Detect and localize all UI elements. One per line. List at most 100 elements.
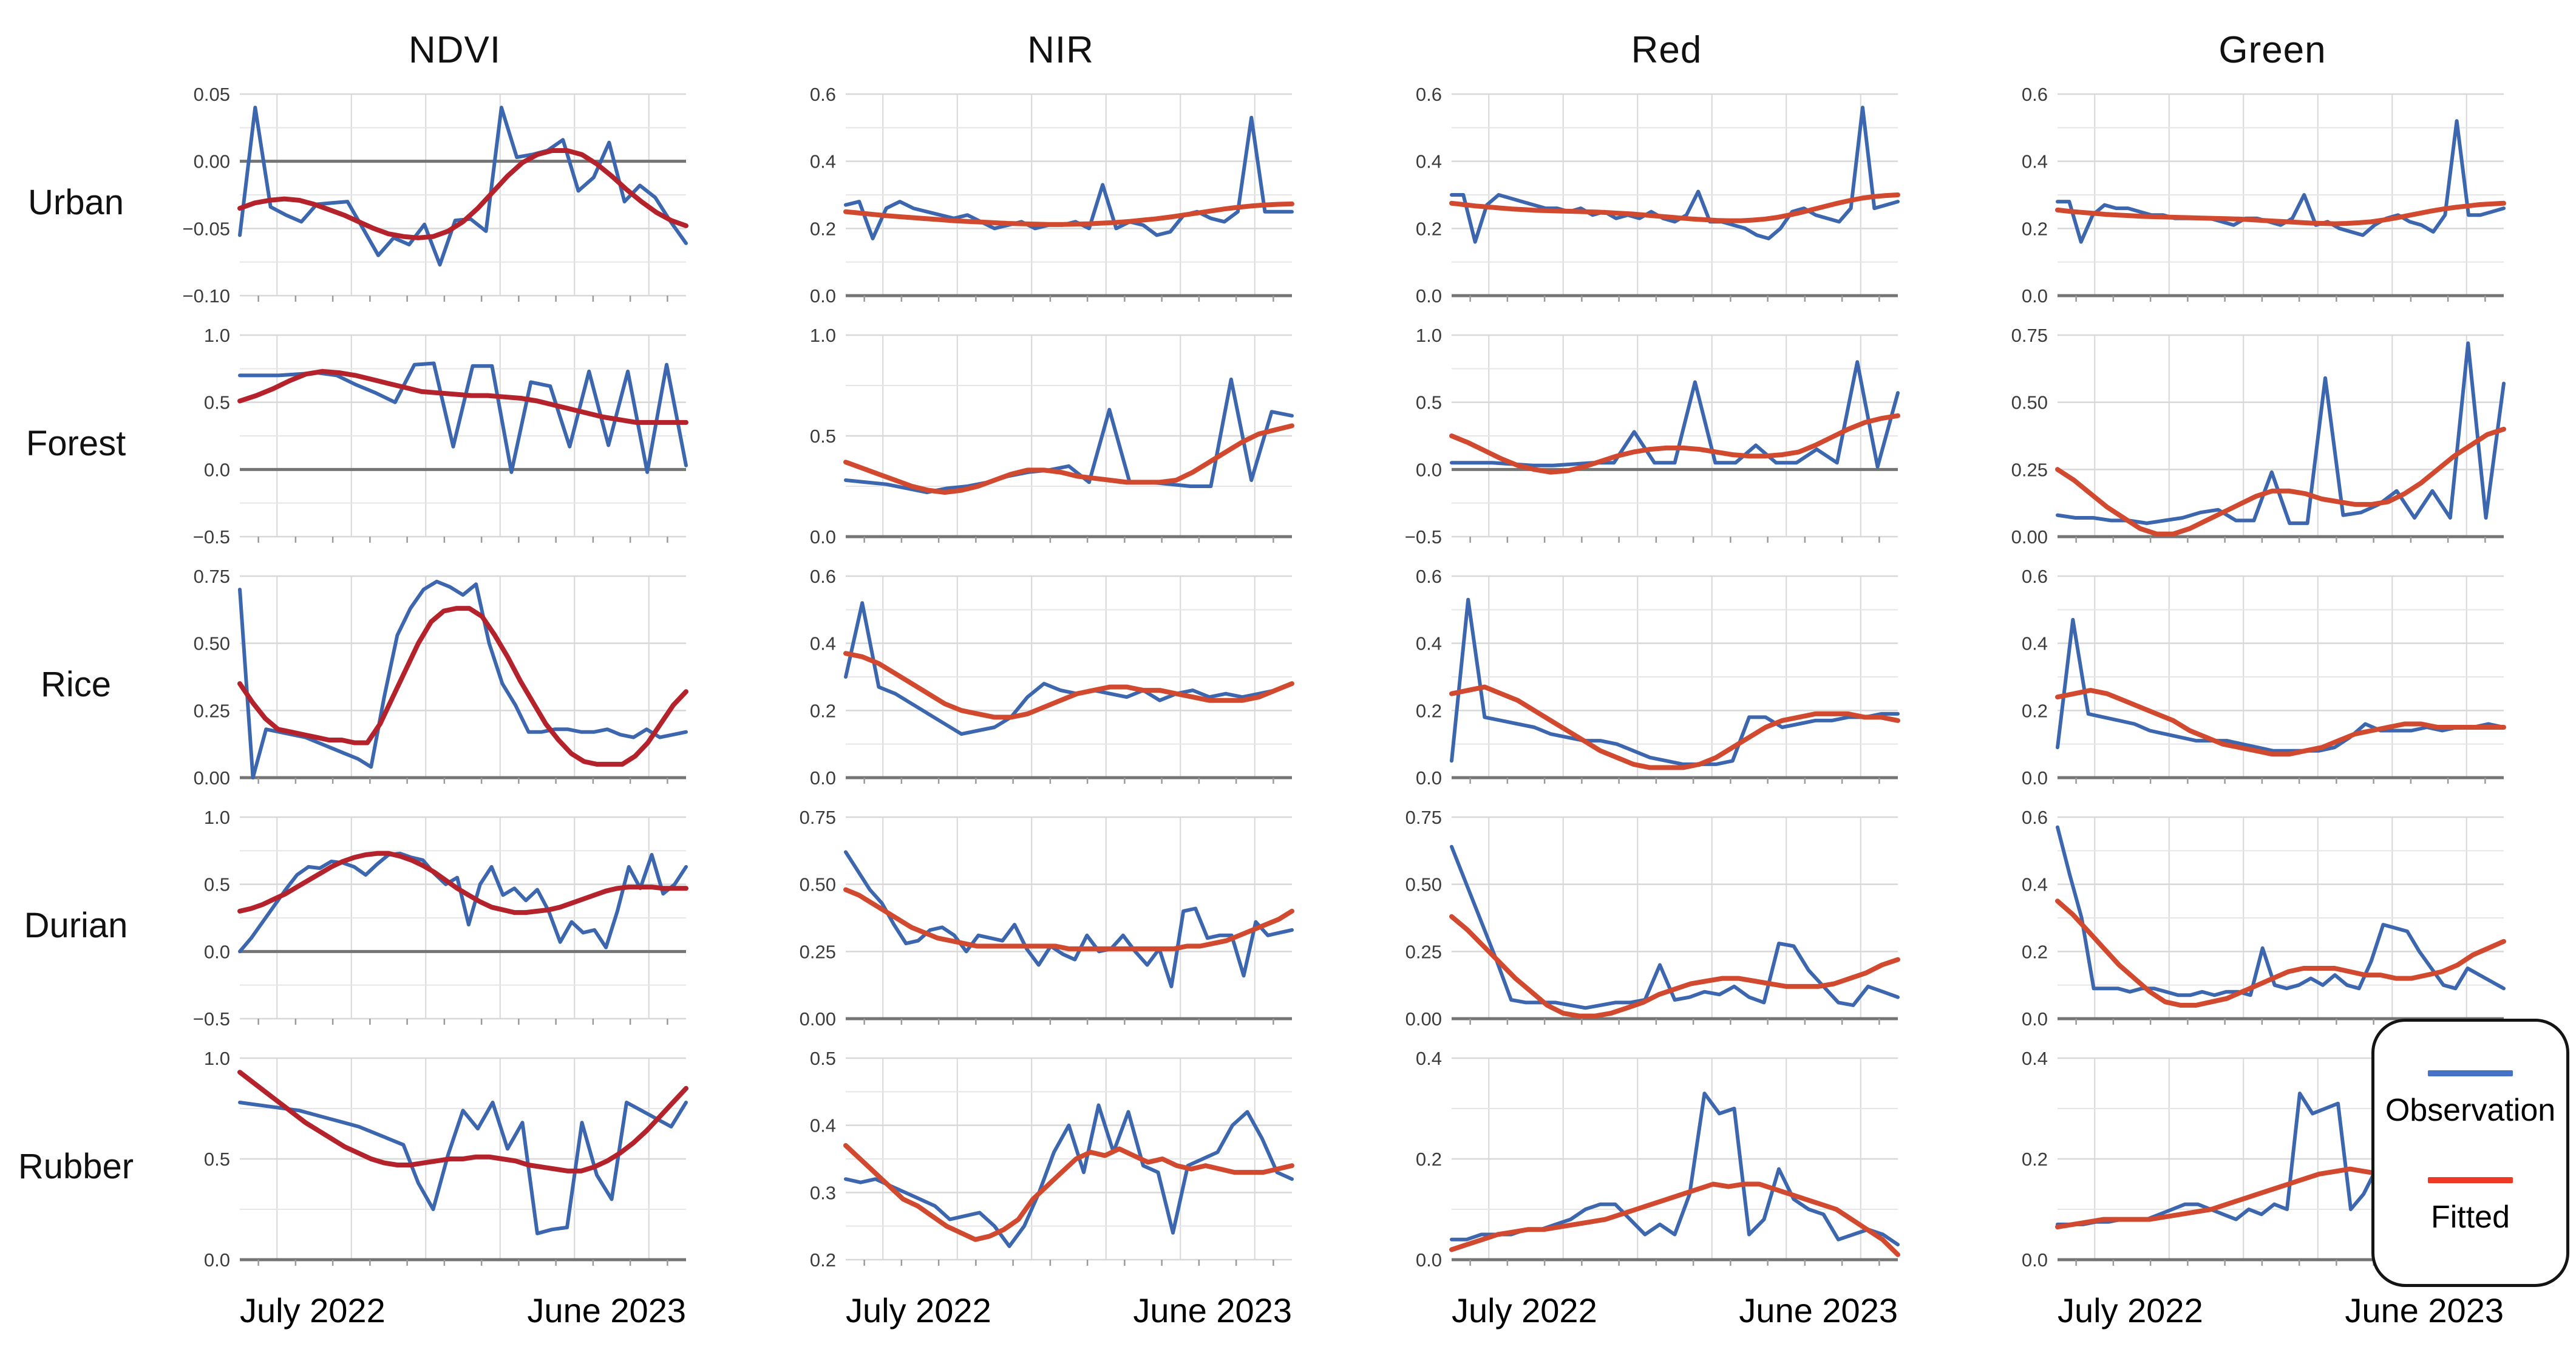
svg-text:0.5: 0.5 (204, 874, 230, 895)
svg-text:0.0: 0.0 (1416, 285, 1442, 307)
svg-text:0.2: 0.2 (2022, 941, 2048, 962)
svg-text:1.0: 1.0 (204, 325, 230, 346)
svg-text:0.2: 0.2 (2022, 700, 2048, 721)
column-title-ndvi: NDVI (408, 29, 501, 71)
svg-text:0.0: 0.0 (2022, 767, 2048, 789)
svg-text:0.25: 0.25 (1405, 941, 1442, 962)
chart-rubber-ndvi: 1.0 0.5 0.0 (152, 1046, 758, 1287)
svg-text:0.25: 0.25 (2011, 459, 2048, 480)
svg-text:1.0: 1.0 (204, 807, 230, 828)
svg-text:0.6: 0.6 (2022, 807, 2048, 828)
svg-text:0.4: 0.4 (2022, 1048, 2048, 1069)
svg-text:0.05: 0.05 (194, 84, 230, 105)
svg-text:0.5: 0.5 (204, 1149, 230, 1170)
chart-svg-durian-ndvi: 1.0 0.5 0.0 −0.5 (193, 807, 688, 1030)
row-label-rice: Rice (40, 665, 112, 704)
chart-svg-forest-red: 1.0 0.5 0.0 −0.5 (1405, 325, 1900, 548)
svg-text:0.0: 0.0 (204, 941, 230, 962)
chart-rice-red: 0.6 0.4 0.2 0.0 (1364, 564, 1969, 805)
chart-forest-red: 1.0 0.5 0.0 −0.5 (1364, 323, 1969, 564)
svg-text:0.2: 0.2 (1416, 700, 1442, 721)
charts-grid: NDVI NIR Red Green Urban Forest Rice Dur… (0, 18, 2575, 1355)
svg-text:0.50: 0.50 (194, 633, 230, 654)
svg-text:0.4: 0.4 (2022, 151, 2048, 172)
svg-text:0.2: 0.2 (810, 1249, 836, 1271)
x-axis-start-label: July 2022 (1452, 1291, 1597, 1330)
x-axis-start-label: July 2022 (2058, 1291, 2203, 1330)
svg-text:0.00: 0.00 (2011, 526, 2048, 548)
svg-text:0.5: 0.5 (204, 392, 230, 413)
svg-text:0.50: 0.50 (1405, 874, 1442, 895)
chart-svg-urban-green: 0.6 0.4 0.2 0.0 (2022, 84, 2506, 307)
chart-svg-forest-green: 0.75 0.50 0.25 0.00 (2011, 325, 2506, 548)
legend-fitted-line-swatch (2428, 1177, 2513, 1183)
chart-rice-green: 0.6 0.4 0.2 0.0 (1969, 564, 2575, 805)
svg-text:0.0: 0.0 (810, 526, 836, 548)
svg-text:0.2: 0.2 (810, 218, 836, 239)
svg-text:0.00: 0.00 (194, 151, 230, 172)
chart-svg-urban-nir: 0.6 0.4 0.2 0.0 (810, 84, 1294, 307)
svg-text:0.0: 0.0 (204, 1249, 230, 1271)
row-label-durian: Durian (24, 906, 128, 945)
chart-urban-ndvi: 0.05 0.00 −0.05 −0.10 (152, 82, 758, 323)
chart-svg-rubber-ndvi: 1.0 0.5 0.0 (204, 1048, 688, 1271)
x-axis-end-label: June 2023 (1739, 1291, 1898, 1330)
svg-text:0.50: 0.50 (2011, 392, 2048, 413)
svg-text:0.0: 0.0 (2022, 285, 2048, 307)
svg-text:0.6: 0.6 (1416, 566, 1442, 587)
svg-text:0.0: 0.0 (2022, 1008, 2048, 1030)
chart-svg-urban-red: 0.6 0.4 0.2 0.0 (1416, 84, 1900, 307)
svg-text:0.2: 0.2 (810, 700, 836, 721)
chart-svg-rice-nir: 0.6 0.4 0.2 0.0 (810, 566, 1294, 789)
svg-text:−0.5: −0.5 (1405, 526, 1442, 548)
svg-text:0.4: 0.4 (810, 151, 836, 172)
svg-text:0.6: 0.6 (2022, 566, 2048, 587)
chart-rubber-nir: 0.5 0.4 0.3 0.2 (758, 1046, 1364, 1287)
svg-text:0.0: 0.0 (2022, 1249, 2048, 1271)
svg-text:0.0: 0.0 (1416, 767, 1442, 789)
svg-text:0.5: 0.5 (810, 426, 836, 447)
svg-text:0.0: 0.0 (1416, 1249, 1442, 1271)
svg-text:0.6: 0.6 (2022, 84, 2048, 105)
chart-durian-ndvi: 1.0 0.5 0.0 −0.5 (152, 805, 758, 1046)
svg-text:0.4: 0.4 (810, 633, 836, 654)
svg-text:0.75: 0.75 (2011, 325, 2048, 346)
x-axis-labels-ndvi: July 2022 June 2023 (152, 1287, 758, 1355)
legend-item-fitted: Fitted (2428, 1177, 2513, 1235)
svg-text:0.4: 0.4 (1416, 151, 1442, 172)
chart-forest-ndvi: 1.0 0.5 0.0 −0.5 (152, 323, 758, 564)
chart-svg-durian-nir: 0.75 0.50 0.25 0.00 (800, 807, 1294, 1030)
svg-text:1.0: 1.0 (1416, 325, 1442, 346)
svg-text:0.4: 0.4 (2022, 633, 2048, 654)
svg-text:0.5: 0.5 (1416, 392, 1442, 413)
svg-text:0.75: 0.75 (1405, 807, 1442, 828)
x-axis-end-label: June 2023 (1133, 1291, 1292, 1330)
svg-text:0.6: 0.6 (810, 84, 836, 105)
svg-text:0.4: 0.4 (810, 1115, 836, 1136)
chart-rice-nir: 0.6 0.4 0.2 0.0 (758, 564, 1364, 805)
chart-rice-ndvi: 0.75 0.50 0.25 0.00 (152, 564, 758, 805)
svg-text:0.00: 0.00 (194, 767, 230, 789)
svg-text:0.2: 0.2 (1416, 218, 1442, 239)
chart-rubber-red: 0.4 0.2 0.0 (1364, 1046, 1969, 1287)
svg-text:0.6: 0.6 (810, 566, 836, 587)
svg-text:0.25: 0.25 (800, 941, 836, 962)
chart-svg-rice-green: 0.6 0.4 0.2 0.0 (2022, 566, 2506, 789)
x-axis-start-label: July 2022 (846, 1291, 991, 1330)
row-label-rubber: Rubber (18, 1147, 134, 1186)
svg-text:0.2: 0.2 (2022, 218, 2048, 239)
x-axis-end-label: June 2023 (527, 1291, 686, 1330)
legend-observation-line-swatch (2428, 1070, 2513, 1076)
svg-text:0.0: 0.0 (1416, 459, 1442, 480)
chart-urban-red: 0.6 0.4 0.2 0.0 (1364, 82, 1969, 323)
svg-text:0.5: 0.5 (810, 1048, 836, 1069)
row-label-forest: Forest (25, 424, 126, 463)
chart-durian-red: 0.75 0.50 0.25 0.00 (1364, 805, 1969, 1046)
legend-fitted-label: Fitted (2430, 1200, 2510, 1235)
x-axis-labels-green: July 2022 June 2023 (1969, 1287, 2575, 1355)
row-label-urban: Urban (28, 183, 124, 222)
chart-svg-forest-nir: 1.0 0.5 0.0 (810, 325, 1294, 548)
column-title-green: Green (2218, 29, 2326, 71)
chart-durian-green: 0.6 0.4 0.2 0.0 (1969, 805, 2575, 1046)
column-title-red: Red (1631, 29, 1702, 71)
